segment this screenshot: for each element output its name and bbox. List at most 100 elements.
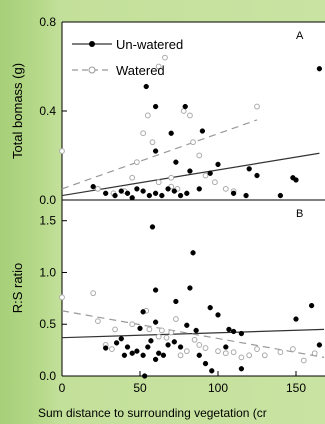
un-watered-point: [129, 195, 135, 201]
watered-point: [183, 348, 190, 355]
un-watered-point: [140, 188, 146, 194]
watered-point: [187, 112, 193, 119]
watered-point: [311, 350, 318, 357]
panel-label: B: [296, 208, 303, 220]
y-tick-label: 0.0: [39, 369, 56, 383]
un-watered-point: [152, 356, 159, 363]
un-watered-point: [134, 186, 140, 192]
watered-point: [180, 108, 187, 114]
un-watered-point: [207, 305, 213, 311]
un-watered-point: [148, 338, 154, 344]
un-watered-point: [316, 66, 323, 72]
un-watered-trendline: [61, 152, 320, 197]
watered-point: [289, 346, 296, 352]
watered-point: [277, 349, 284, 356]
watered-point: [90, 290, 97, 297]
watered-point: [129, 321, 136, 328]
un-watered-point: [277, 192, 284, 199]
un-watered-point: [246, 166, 252, 172]
watered-point: [196, 152, 203, 159]
legend: Un-watered Watered: [72, 37, 183, 78]
un-watered-point: [113, 340, 120, 346]
un-watered-point: [293, 177, 299, 183]
panel-A: 0.0 0.4 0.8 A Total bomass (g): [10, 15, 325, 207]
y-tick-label: 0.0: [39, 193, 56, 207]
un-watered-point: [152, 287, 159, 293]
watered-point: [59, 294, 65, 301]
un-watered-point: [173, 298, 179, 305]
watered-point: [261, 352, 268, 359]
un-watered-point: [152, 190, 159, 196]
y-tick-label: 0.8: [39, 15, 56, 29]
watered-point: [222, 185, 229, 192]
legend-watered-label: Watered: [116, 63, 165, 78]
x-tick-label: 50: [133, 381, 147, 395]
un-watered-point: [118, 336, 124, 342]
un-watered-point: [230, 190, 237, 196]
x-tick-label: 0: [59, 381, 66, 395]
un-watered-point: [146, 192, 153, 199]
un-watered-point: [118, 188, 124, 194]
y-tick-label: 1.0: [39, 265, 56, 279]
un-watered-point: [207, 170, 213, 176]
un-watered-point: [196, 186, 202, 192]
watered-point: [155, 179, 162, 186]
un-watered-point: [190, 250, 196, 256]
watered-point: [191, 336, 198, 343]
watered-point: [59, 148, 65, 154]
watered-point: [168, 174, 175, 181]
watered-point: [254, 103, 260, 110]
watered-point: [254, 346, 260, 352]
un-watered-point: [226, 326, 232, 333]
watered-point: [94, 318, 101, 325]
un-watered-point: [168, 130, 174, 136]
panel-label: A: [296, 30, 304, 42]
un-watered-point: [149, 224, 156, 230]
un-watered-point: [187, 285, 193, 291]
un-watered-point: [140, 309, 146, 315]
un-watered-point: [254, 172, 260, 179]
un-watered-point: [223, 344, 229, 350]
watered-point: [300, 357, 307, 364]
un-watered-point: [209, 368, 215, 374]
un-watered-point: [124, 344, 131, 350]
watered-point: [149, 139, 156, 146]
un-watered-point: [103, 190, 109, 196]
un-watered-point: [193, 327, 199, 334]
watered-point: [222, 350, 229, 357]
watered-point: [129, 174, 136, 181]
legend-un-watered-marker: [89, 41, 95, 47]
un-watered-point: [124, 190, 131, 196]
un-watered-point: [152, 319, 159, 325]
watered-point: [190, 139, 196, 146]
un-watered-point: [177, 192, 184, 199]
watered-point: [163, 334, 170, 341]
watered-point: [168, 329, 175, 336]
un-watered-point: [293, 316, 299, 322]
un-watered-point: [90, 184, 96, 190]
un-watered-point: [103, 345, 109, 351]
un-watered-point: [215, 161, 221, 168]
watered-point: [215, 348, 221, 355]
plot-area: [62, 22, 325, 200]
un-watered-point: [152, 103, 159, 110]
y-tick-label: 1.5: [39, 214, 56, 228]
watered-point: [140, 130, 147, 137]
un-watered-point: [187, 168, 193, 174]
watered-point: [230, 349, 237, 356]
un-watered-point: [142, 373, 148, 379]
watered-point: [109, 346, 115, 352]
y-axis-label: R:S ratio: [10, 263, 25, 314]
un-watered-point: [112, 192, 118, 199]
un-watered-point: [140, 352, 146, 358]
un-watered-point: [184, 190, 190, 196]
un-watered-point: [134, 348, 140, 354]
un-watered-point: [165, 342, 171, 348]
watered-point: [238, 354, 245, 361]
watered-point: [144, 112, 151, 119]
un-watered-point: [159, 192, 165, 199]
watered-point: [246, 352, 253, 359]
watered-point: [211, 179, 218, 186]
un-watered-point: [316, 342, 323, 348]
un-watered-point: [308, 302, 315, 309]
